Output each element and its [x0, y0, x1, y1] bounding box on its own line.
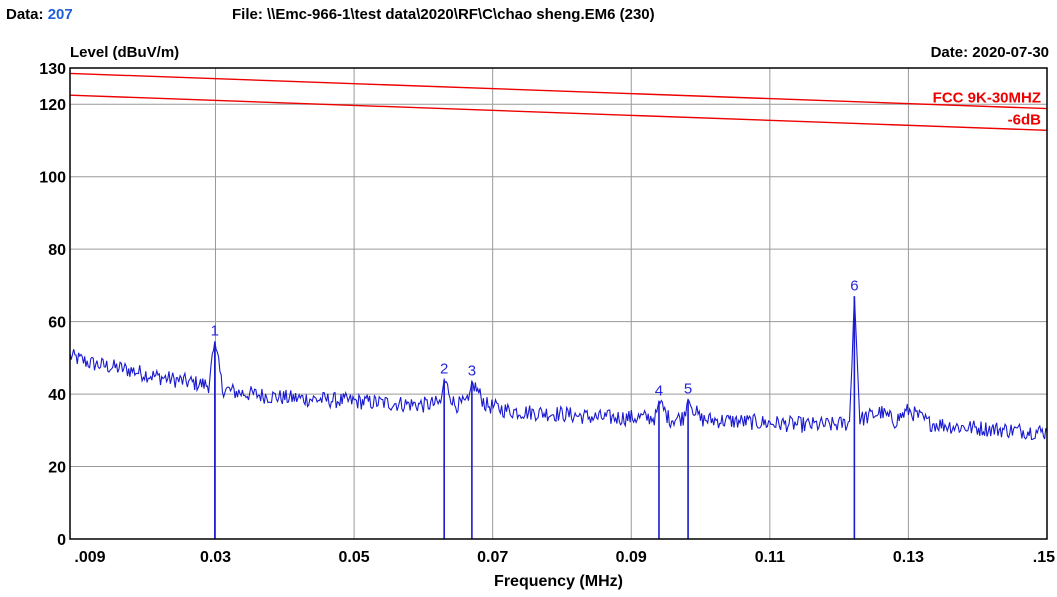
- test-date: Date: 2020-07-30: [930, 44, 1049, 61]
- data-label: Data: 207: [6, 6, 73, 23]
- y-tick-label: 100: [39, 170, 66, 187]
- limit-lines: FCC 9K-30MHZ -6dB: [69, 72, 1048, 132]
- y-tick-label: 60: [48, 315, 66, 332]
- file-path: File: \\Emc-966-1\test data\2020\RF\C\ch…: [232, 6, 655, 23]
- x-tick-label: 0.13: [893, 549, 924, 566]
- marker-4-label: 4: [655, 382, 663, 399]
- x-tick-label: .009: [74, 549, 105, 566]
- y-tick-label: 40: [48, 387, 66, 404]
- x-tick-label: 0.07: [477, 549, 508, 566]
- marker-1-label: 1: [211, 323, 219, 340]
- limit-line-label: FCC 9K-30MHZ: [933, 90, 1041, 107]
- markers: 1 2 3 4 5 6: [211, 277, 859, 539]
- grid: [70, 68, 1047, 539]
- x-tick-label: .15: [1033, 549, 1055, 566]
- limit-line-1: [69, 72, 1048, 110]
- data-number: 207: [47, 6, 73, 23]
- y-tick-label: 130: [39, 61, 66, 78]
- y-tick-label: 0: [57, 532, 66, 549]
- trace: [69, 296, 1048, 440]
- x-tick-label: 0.11: [755, 549, 785, 566]
- marker-2-label: 2: [440, 361, 448, 378]
- limit-line-label: -6dB: [1008, 111, 1042, 128]
- x-tick-label: 0.09: [616, 549, 647, 566]
- x-tick-label: 0.05: [339, 549, 370, 566]
- data-label-text: Data:: [6, 6, 44, 23]
- marker-5-label: 5: [684, 381, 692, 398]
- measurement-trace: [69, 296, 1048, 440]
- y-tick-label: 20: [48, 460, 66, 477]
- marker-6-label: 6: [850, 277, 858, 294]
- marker-3-label: 3: [468, 362, 476, 379]
- y-tick-label: 120: [39, 97, 66, 114]
- limit-line-2: [69, 94, 1048, 132]
- plot-frame: [69, 67, 1048, 540]
- y-tick-label: 80: [48, 242, 66, 259]
- y-axis-title: Level (dBuV/m): [70, 44, 180, 61]
- x-tick-label: 0.03: [200, 549, 231, 566]
- tick-labels: 0 20 40 60 80 100 120 130 .009 0.03 0.05 0.07 0.09 0.…: [39, 61, 1055, 566]
- x-axis-title: Frequency (MHz): [494, 573, 623, 590]
